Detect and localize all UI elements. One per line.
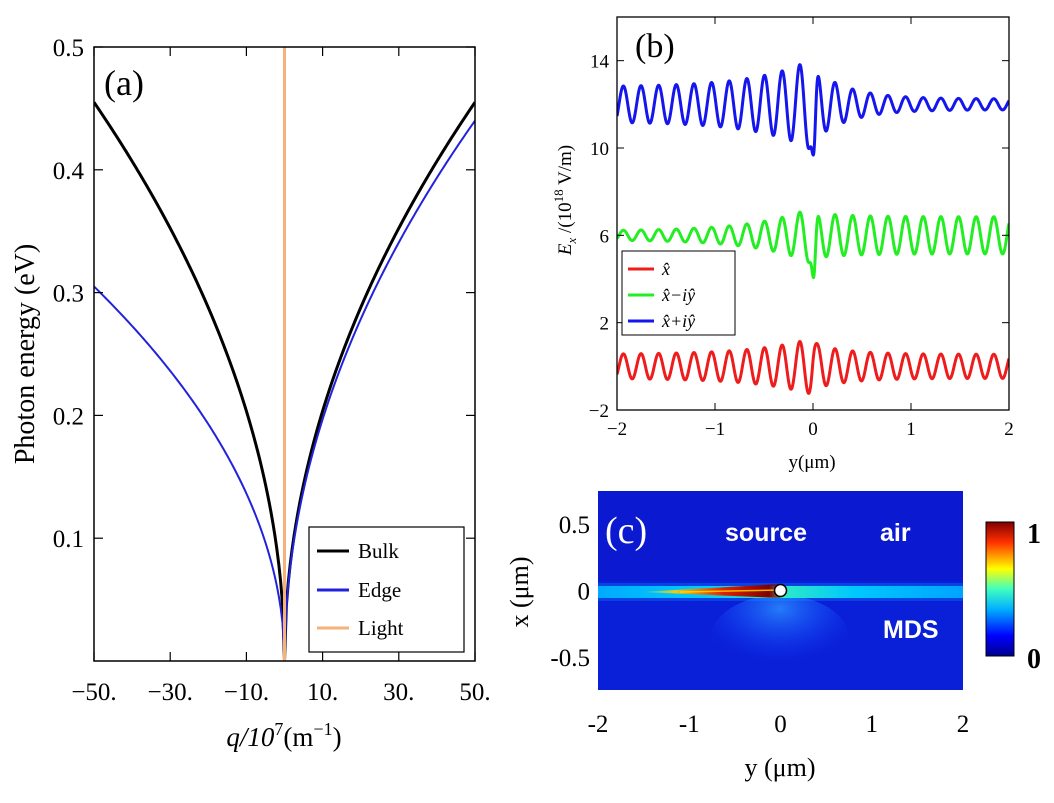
legend-label-edge: Edge — [358, 578, 401, 602]
panel-a-frame — [93, 46, 476, 662]
a-xtick-label: −10. — [224, 679, 269, 706]
panel-a-xlabel-unit: (m — [283, 722, 313, 752]
panel-a-xlabel-exp: 7 — [274, 719, 283, 739]
series-x-wave — [617, 340, 1009, 395]
b-xtick-label: −2 — [607, 419, 627, 440]
b-ytick-label: −2 — [589, 401, 609, 422]
a-ytick-label: 0.1 — [53, 526, 84, 553]
panel-b-axes: −2 −1 0 1 2 −2 2 6 10 14 — [589, 17, 1014, 440]
legend-label-x-minus-iy: x̂−iŷ — [661, 285, 695, 305]
panel-c-xlabel: y (μm) — [745, 753, 816, 782]
colorbar-min-label: 0 — [1027, 644, 1041, 675]
panel-a-legend: Bulk Edge Light — [308, 526, 465, 653]
a-xtick-label: −50. — [71, 679, 116, 706]
panel-a-axes: −50. −30. −10. 10. 30. 50. 0.1 0.2 0.3 0.4 0.5 — [53, 35, 491, 706]
panel-b-ylabel: Ex /(1018 V/m) — [551, 145, 579, 256]
panel-b-legend: x̂ x̂−iŷ x̂+iŷ — [621, 250, 736, 336]
series-x-minus-iy-wave — [617, 210, 1009, 280]
annotation-mds: MDS — [883, 616, 939, 644]
panel-a-curves — [94, 47, 475, 661]
a-ytick-label: 0.3 — [53, 281, 84, 308]
panel-c-label: (c) — [605, 510, 647, 552]
panel-c: (c) source air MDS -2 -1 0 1 2 0.5 0 -0.5 y (μm… — [505, 491, 1041, 782]
panel-b-ylabel-rest: /(10 — [555, 202, 576, 237]
legend-label-x-plus-iy: x̂+iŷ — [661, 311, 695, 331]
b-xtick-label: −1 — [705, 419, 725, 440]
a-ytick-label: 0.5 — [53, 35, 84, 62]
colorbar — [985, 521, 1015, 657]
b-xtick-label: 1 — [906, 419, 916, 440]
panel-b: −2 −1 0 1 2 −2 2 6 10 14 (b) y(μm) Ex /(1018 V/m)… — [551, 16, 1014, 473]
b-xtick-label: 2 — [1004, 419, 1014, 440]
series-bulk-curve — [94, 101, 475, 661]
heatmap-hot-line — [679, 589, 781, 593]
panel-a-xlabel-close: ) — [333, 722, 342, 752]
c-ytick-label: -0.5 — [550, 645, 590, 672]
legend-label-bulk: Bulk — [358, 539, 399, 563]
panel-c-ylabel: x (μm) — [505, 557, 534, 628]
panel-a: −50. −30. −10. 10. 30. 50. 0.1 0.2 0.3 0.4 0.5 (a)… — [10, 35, 491, 752]
panel-a-label: (a) — [104, 63, 144, 103]
panel-b-xlabel: y(μm) — [788, 452, 835, 473]
b-ytick-label: 10 — [590, 139, 609, 160]
a-xtick-label: 10. — [307, 679, 338, 706]
legend-label-x: x̂ — [661, 259, 670, 279]
a-xtick-label: −30. — [148, 679, 193, 706]
heatmap-substrate-glow — [710, 595, 850, 685]
legend-label-light: Light — [358, 616, 404, 640]
b-xtick-label: 0 — [808, 419, 818, 440]
panel-a-xlabel-unit-exp: −1 — [313, 719, 332, 739]
panel-b-label: (b) — [635, 28, 675, 65]
c-xtick-label: -1 — [679, 711, 700, 738]
panel-a-ylabel: Photon energy (eV) — [10, 244, 41, 464]
c-xtick-label: -2 — [588, 711, 609, 738]
c-xtick-label: 2 — [957, 711, 970, 738]
panel-a-xlabel: q/107(m−1) — [226, 719, 341, 752]
a-ytick-label: 0.2 — [53, 403, 84, 430]
panel-b-ylabel-sub: x — [564, 238, 579, 245]
annotation-source: source — [725, 519, 807, 547]
panel-b-ylabel-unit: V/m) — [555, 145, 576, 190]
heatmap-air-region — [598, 491, 963, 581]
c-xtick-label: 1 — [866, 711, 879, 738]
a-ytick-label: 0.4 — [53, 158, 85, 185]
b-ytick-label: 2 — [600, 314, 610, 335]
series-x-plus-iy-wave — [617, 63, 1009, 157]
panel-b-ylabel-exp: 18 — [551, 189, 566, 202]
c-xtick-label: 0 — [774, 711, 787, 738]
series-edge-curve — [94, 120, 475, 661]
panel-c-axes: -2 -1 0 1 2 0.5 0 -0.5 — [550, 512, 969, 738]
panel-b-ylabel-main: E — [555, 243, 576, 256]
a-xtick-label: 30. — [383, 679, 414, 706]
source-point-marker — [773, 583, 788, 598]
colorbar-max-label: 1 — [1027, 519, 1041, 550]
c-ytick-label: 0 — [578, 579, 591, 606]
annotation-air: air — [880, 519, 911, 547]
panel-b-curves — [617, 63, 1009, 395]
panel-a-xlabel-main: q/10 — [226, 722, 275, 752]
b-ytick-label: 6 — [600, 226, 610, 247]
a-xtick-label: 50. — [459, 679, 490, 706]
c-ytick-label: 0.5 — [559, 512, 590, 539]
b-ytick-label: 14 — [590, 52, 610, 73]
